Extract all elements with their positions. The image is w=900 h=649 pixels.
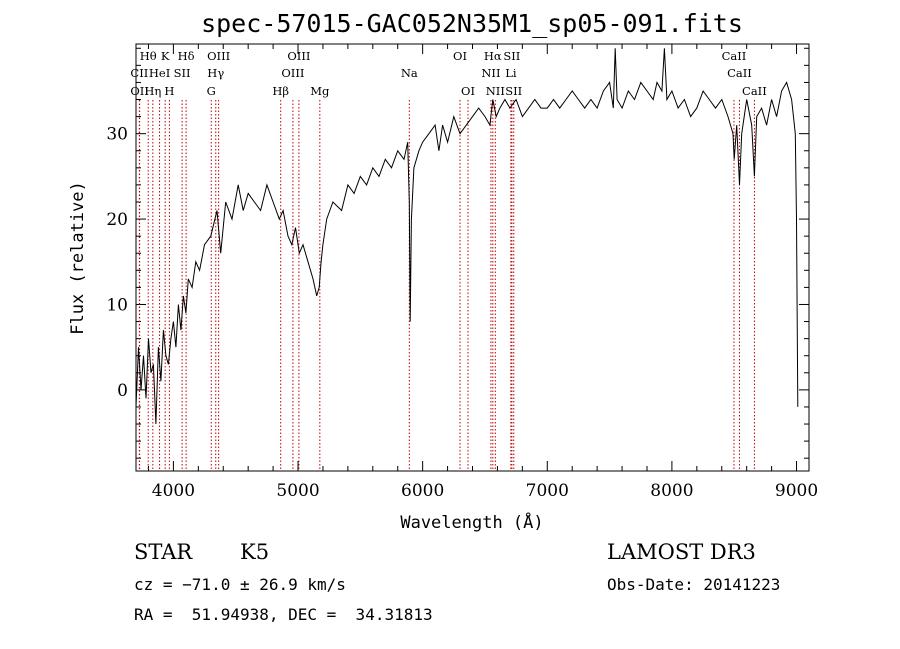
minor-ticks [136, 44, 809, 471]
chart-title: spec-57015-GAC052N35M1_sp05-091.fits [201, 9, 743, 38]
y-tick-label: 20 [106, 210, 128, 230]
x-tick-label: 9000 [775, 481, 818, 501]
emission-line-label: Li [505, 66, 517, 80]
x-tick-label: 4000 [152, 481, 195, 501]
emission-line-label: HeI [149, 66, 170, 80]
emission-line-label: Mg [310, 84, 330, 98]
emission-line-label: NII [481, 66, 500, 80]
emission-line-label: OIII [287, 49, 310, 63]
x-tick-labels: 4000 5000 6000 7000 8000 9000 [152, 481, 818, 501]
emission-lines [138, 100, 755, 471]
x-tick-label: 6000 [401, 481, 444, 501]
survey-name: LAMOST DR3 [607, 540, 756, 564]
emission-line-label: G [207, 84, 216, 98]
x-axis-label: Wavelength (Å) [400, 511, 543, 533]
emission-line-label: K [161, 49, 170, 63]
redshift-velocity: cz = −71.0 ± 26.9 km/s [134, 575, 346, 594]
emission-line-label: CII [130, 66, 148, 80]
object-class: STAR [134, 540, 193, 564]
y-tick-label: 0 [117, 381, 128, 401]
y-tick-labels: 0 10 20 30 [106, 125, 128, 401]
x-tick-label: 5000 [276, 481, 319, 501]
emission-line-label: SII [174, 66, 191, 80]
observation-date: Obs-Date: 20141223 [607, 575, 781, 594]
emission-line-label: Hγ [207, 66, 224, 80]
spectrum-line [135, 48, 799, 425]
x-tick-label: 8000 [650, 481, 693, 501]
emission-line-label: Hθ [140, 49, 157, 63]
emission-line-label: OII [130, 84, 149, 98]
y-tick-label: 10 [106, 295, 128, 315]
emission-line-label: OIII [281, 66, 304, 80]
emission-line-label: H [164, 84, 174, 98]
emission-line-label: Hη [144, 84, 161, 98]
emission-line-label: SII [503, 49, 520, 63]
emission-line-label: OI [453, 49, 467, 63]
y-axis-label: Flux (relative) [68, 181, 88, 335]
major-ticks [136, 44, 809, 471]
x-tick-label: 7000 [526, 481, 569, 501]
emission-line-label: Hα [484, 49, 502, 63]
emission-line-label: SII [505, 84, 522, 98]
emission-line-label: CaII [742, 84, 767, 98]
object-subclass: K5 [240, 540, 270, 564]
emission-line-label: OIII [207, 49, 230, 63]
emission-line-label: NII [486, 84, 505, 98]
sky-coordinates: RA = 51.94938, DEC = 34.31813 [134, 605, 433, 624]
emission-line-label: Na [401, 66, 418, 80]
y-tick-label: 30 [106, 125, 128, 145]
emission-line-label: OI [461, 84, 475, 98]
emission-line-label: Hβ [272, 84, 289, 98]
emission-line-label: Hδ [178, 49, 195, 63]
plot-frame [135, 43, 810, 472]
emission-line-label: CaII [722, 49, 747, 63]
emission-line-label: CaII [727, 66, 752, 80]
